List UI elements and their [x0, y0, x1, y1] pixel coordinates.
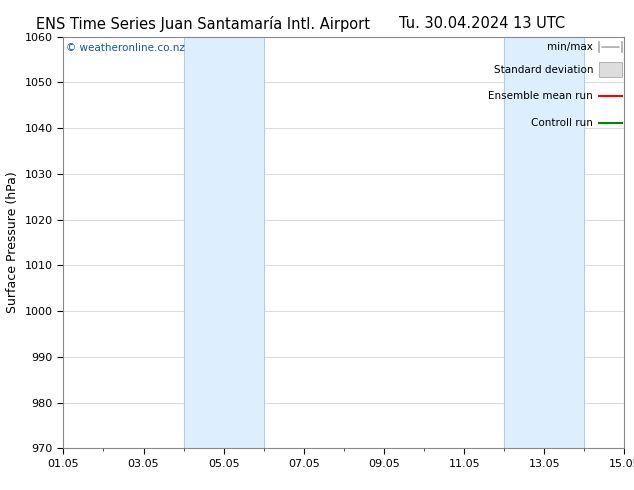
Text: Standard deviation: Standard deviation [494, 65, 597, 74]
FancyBboxPatch shape [599, 63, 622, 77]
Bar [504, 37, 585, 448]
Text: © weatheronline.co.nz: © weatheronline.co.nz [66, 43, 185, 53]
Text: Ensemble mean run: Ensemble mean run [488, 92, 597, 101]
Text: min/max: min/max [547, 42, 597, 52]
Text: Controll run: Controll run [531, 118, 597, 128]
Bar [184, 37, 264, 448]
Text: ENS Time Series Juan Santamaría Intl. Airport: ENS Time Series Juan Santamaría Intl. Ai… [36, 16, 370, 32]
Y-axis label: Surface Pressure (hPa): Surface Pressure (hPa) [6, 172, 19, 314]
Text: Tu. 30.04.2024 13 UTC: Tu. 30.04.2024 13 UTC [399, 16, 565, 31]
